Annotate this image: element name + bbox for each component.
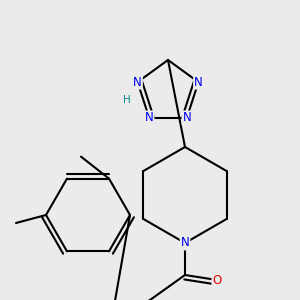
Text: H: H xyxy=(123,95,131,105)
Text: N: N xyxy=(133,76,142,88)
Text: N: N xyxy=(194,76,203,88)
Text: O: O xyxy=(212,274,222,286)
Text: N: N xyxy=(182,111,191,124)
Text: N: N xyxy=(145,111,154,124)
Text: N: N xyxy=(181,236,189,250)
